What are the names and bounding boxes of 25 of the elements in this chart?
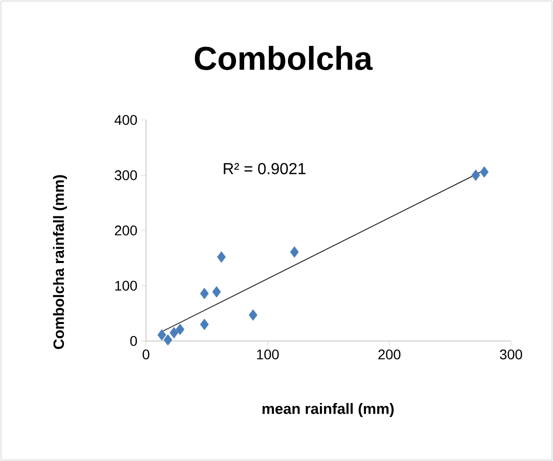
x-tick-label: 200 <box>378 350 400 360</box>
point <box>176 324 184 336</box>
y-tick-label: 400 <box>114 115 137 125</box>
annotation: R² = 0.9021 <box>224 162 306 174</box>
y-tick-label: 100 <box>115 280 137 291</box>
y-axis-title: Combolcha rainfall (mm) <box>53 175 67 349</box>
point <box>471 170 480 181</box>
y-tick-label: 300 <box>114 170 137 180</box>
y-tick-label: 200 <box>114 226 137 236</box>
chart-title: Combolcha <box>194 46 373 70</box>
point <box>212 286 221 298</box>
point <box>248 309 258 321</box>
point <box>164 334 172 346</box>
point <box>290 246 299 258</box>
point <box>157 329 166 341</box>
x-tick-label: 100 <box>257 350 279 360</box>
point <box>170 327 178 338</box>
point <box>480 166 489 178</box>
point <box>200 288 209 300</box>
x-tick-label: 300 <box>500 350 522 360</box>
x-axis-title: mean rainfall (mm) <box>262 403 394 417</box>
point <box>217 251 226 263</box>
y-tick-label: 0 <box>130 336 137 346</box>
x-tick-label: 0 <box>142 350 150 360</box>
point <box>200 318 209 330</box>
